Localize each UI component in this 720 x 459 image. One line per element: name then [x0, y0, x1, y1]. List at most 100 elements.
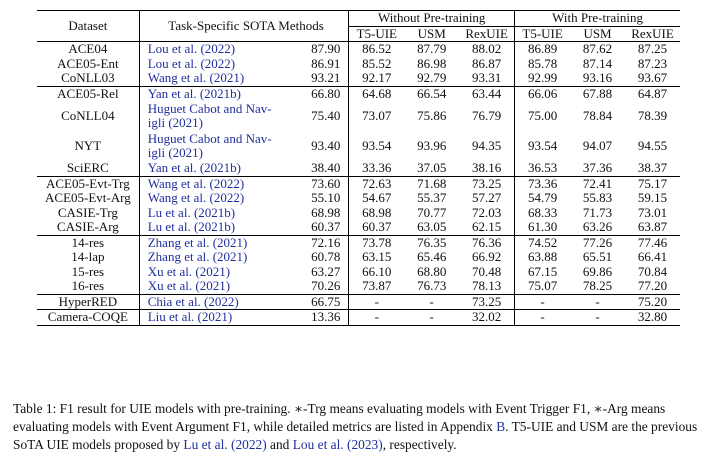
score-cell: 55.37 [417, 190, 447, 205]
appendix-link[interactable]: B [496, 419, 506, 434]
score-cell: 88.02 [459, 41, 515, 57]
score-cell: 63.88 [514, 249, 571, 265]
dataset-cell: ACE05-Evt-Trg [37, 175, 140, 191]
table-row: HyperRED Chia et al. (2022) 66.75 - - 73… [37, 293, 680, 310]
method-citation[interactable]: Yan et al. (2021b) [138, 160, 288, 176]
method-citation[interactable]: Xu et al. (2021) [138, 264, 288, 279]
score-cell: 69.86 [582, 263, 613, 279]
method-citation[interactable]: Liu et al. (2021) [138, 309, 288, 326]
score-cell: 73.78 [348, 234, 405, 250]
sota-score: 70.26 [311, 278, 341, 293]
method-citation[interactable]: Xu et al. (2021) [138, 278, 288, 294]
method-citation[interactable]: Chia et al. (2022) [138, 293, 288, 310]
table-row: 16-res Xu et al. (2021) 70.26 73.87 76.7… [37, 278, 680, 294]
score-cell: 73.87 [348, 278, 405, 294]
score-cell: 93.96 [417, 137, 447, 153]
table-row: 14-lap Zhang et al. (2021) 60.78 63.15 6… [37, 249, 680, 265]
score-cell: 70.84 [637, 263, 668, 279]
score-cell: 63.26 [582, 219, 613, 234]
score-cell: - [570, 309, 625, 326]
citation-link[interactable]: Lu et al. (2022) [183, 437, 267, 452]
method-citation[interactable]: Wang et al. (2021) [138, 70, 288, 86]
score-cell: - [348, 293, 405, 310]
score-cell: 77.20 [637, 278, 668, 293]
score-cell: 75.00 [514, 101, 571, 131]
method-citation[interactable]: Lu et al. (2021b) [138, 219, 288, 235]
group-header-without-pretraining: Without Pre-training [348, 10, 515, 27]
table-row: CASIE-Arg Lu et al. (2021b) 60.37 60.37 … [37, 219, 680, 235]
group-header-with-pretraining: With Pre-training [514, 10, 680, 27]
score-cell: 66.06 [514, 85, 571, 101]
score-cell: 71.68 [404, 175, 460, 191]
sota-score: 13.36 [287, 309, 349, 326]
score-cell: - [570, 293, 625, 310]
dataset-cell: ACE04 [37, 41, 140, 57]
method-citation-line1: Huguet Cabot and Nav- [147, 130, 272, 146]
score-cell: 93.16 [582, 70, 613, 85]
method-citation[interactable]: Lu et al. (2021b) [138, 205, 288, 220]
method-citation[interactable]: Yan et al. (2021b) [138, 85, 288, 101]
score-cell: 63.15 [348, 249, 405, 265]
method-citation[interactable]: Huguet Cabot and Nav-igli (2021) [138, 130, 288, 161]
method-citation[interactable]: Zhang et al. (2021) [138, 249, 288, 265]
score-cell: - [404, 293, 460, 310]
score-cell: 70.77 [417, 204, 447, 220]
results-table: Dataset Task-Specific SOTA Methods Witho… [37, 10, 680, 326]
score-cell: 92.99 [514, 70, 571, 86]
score-cell: 37.36 [582, 160, 613, 175]
score-cell: 85.52 [348, 56, 405, 71]
score-cell: 76.35 [404, 234, 460, 250]
score-cell: 92.17 [348, 70, 405, 86]
score-cell: 76.79 [472, 107, 502, 123]
method-citation[interactable]: Wang et al. (2022) [138, 175, 288, 191]
sota-score: 73.60 [287, 175, 349, 191]
score-cell: 32.02 [459, 309, 515, 326]
sota-score: 66.80 [287, 85, 349, 101]
score-cell: 72.41 [570, 175, 625, 191]
score-cell: 60.37 [348, 219, 405, 235]
citation-link[interactable]: Lou et al. (2023) [292, 437, 383, 452]
score-cell: 68.80 [417, 263, 447, 279]
score-cell: 68.98 [348, 205, 405, 220]
score-cell: 64.87 [625, 85, 680, 101]
sota-score: 60.37 [311, 219, 341, 234]
score-cell: 86.98 [417, 55, 447, 71]
method-citation[interactable]: Huguet Cabot and Nav-igli (2021) [138, 101, 288, 131]
score-cell: 76.36 [459, 234, 515, 250]
caption-text: , respectively. [382, 437, 457, 452]
score-cell: 63.44 [459, 85, 515, 101]
score-cell: 63.87 [637, 219, 668, 234]
score-cell: 94.35 [472, 137, 502, 153]
score-cell: 87.62 [570, 41, 625, 57]
dataset-cell: NYT [74, 137, 102, 153]
method-citation[interactable]: Lou et al. (2022) [138, 56, 288, 71]
sota-score: 60.78 [311, 249, 341, 264]
dataset-cell: CASIE-Trg [57, 204, 118, 220]
score-cell: 94.55 [637, 137, 668, 153]
dataset-cell: ACE05-Evt-Arg [45, 190, 131, 205]
method-citation[interactable]: Lou et al. (2022) [138, 41, 288, 57]
dataset-cell: ACE05-Rel [37, 85, 140, 101]
score-cell: 93.67 [637, 70, 668, 85]
score-cell: 72.63 [348, 175, 405, 191]
score-cell: 66.92 [472, 249, 502, 264]
dataset-cell: 16-res [71, 278, 105, 293]
sota-score: 38.40 [311, 160, 341, 175]
dataset-cell: CoNLL04 [61, 107, 115, 123]
method-citation[interactable]: Zhang et al. (2021) [138, 234, 288, 250]
table-caption: Table 1: F1 result for UIE models with p… [13, 400, 709, 454]
score-cell: 71.73 [582, 204, 613, 220]
method-citation[interactable]: Wang et al. (2022) [138, 190, 288, 206]
score-cell: 87.14 [582, 55, 613, 71]
score-cell: 87.79 [404, 41, 460, 57]
caption-text: . T5-UIE and USM are the previous SoTA U… [13, 419, 698, 452]
score-cell: - [514, 309, 571, 326]
score-cell: 73.25 [459, 175, 515, 191]
dataset-cell: ACE05-Ent [57, 55, 119, 71]
score-cell: 66.54 [404, 85, 460, 101]
method-citation-line2: igli (2021) [147, 145, 203, 160]
table-row: Camera-COQE Liu et al. (2021) 13.36 - - … [37, 309, 680, 326]
score-cell: 75.07 [514, 278, 571, 294]
score-cell: 75.20 [625, 293, 680, 310]
score-cell: 86.52 [348, 41, 405, 57]
